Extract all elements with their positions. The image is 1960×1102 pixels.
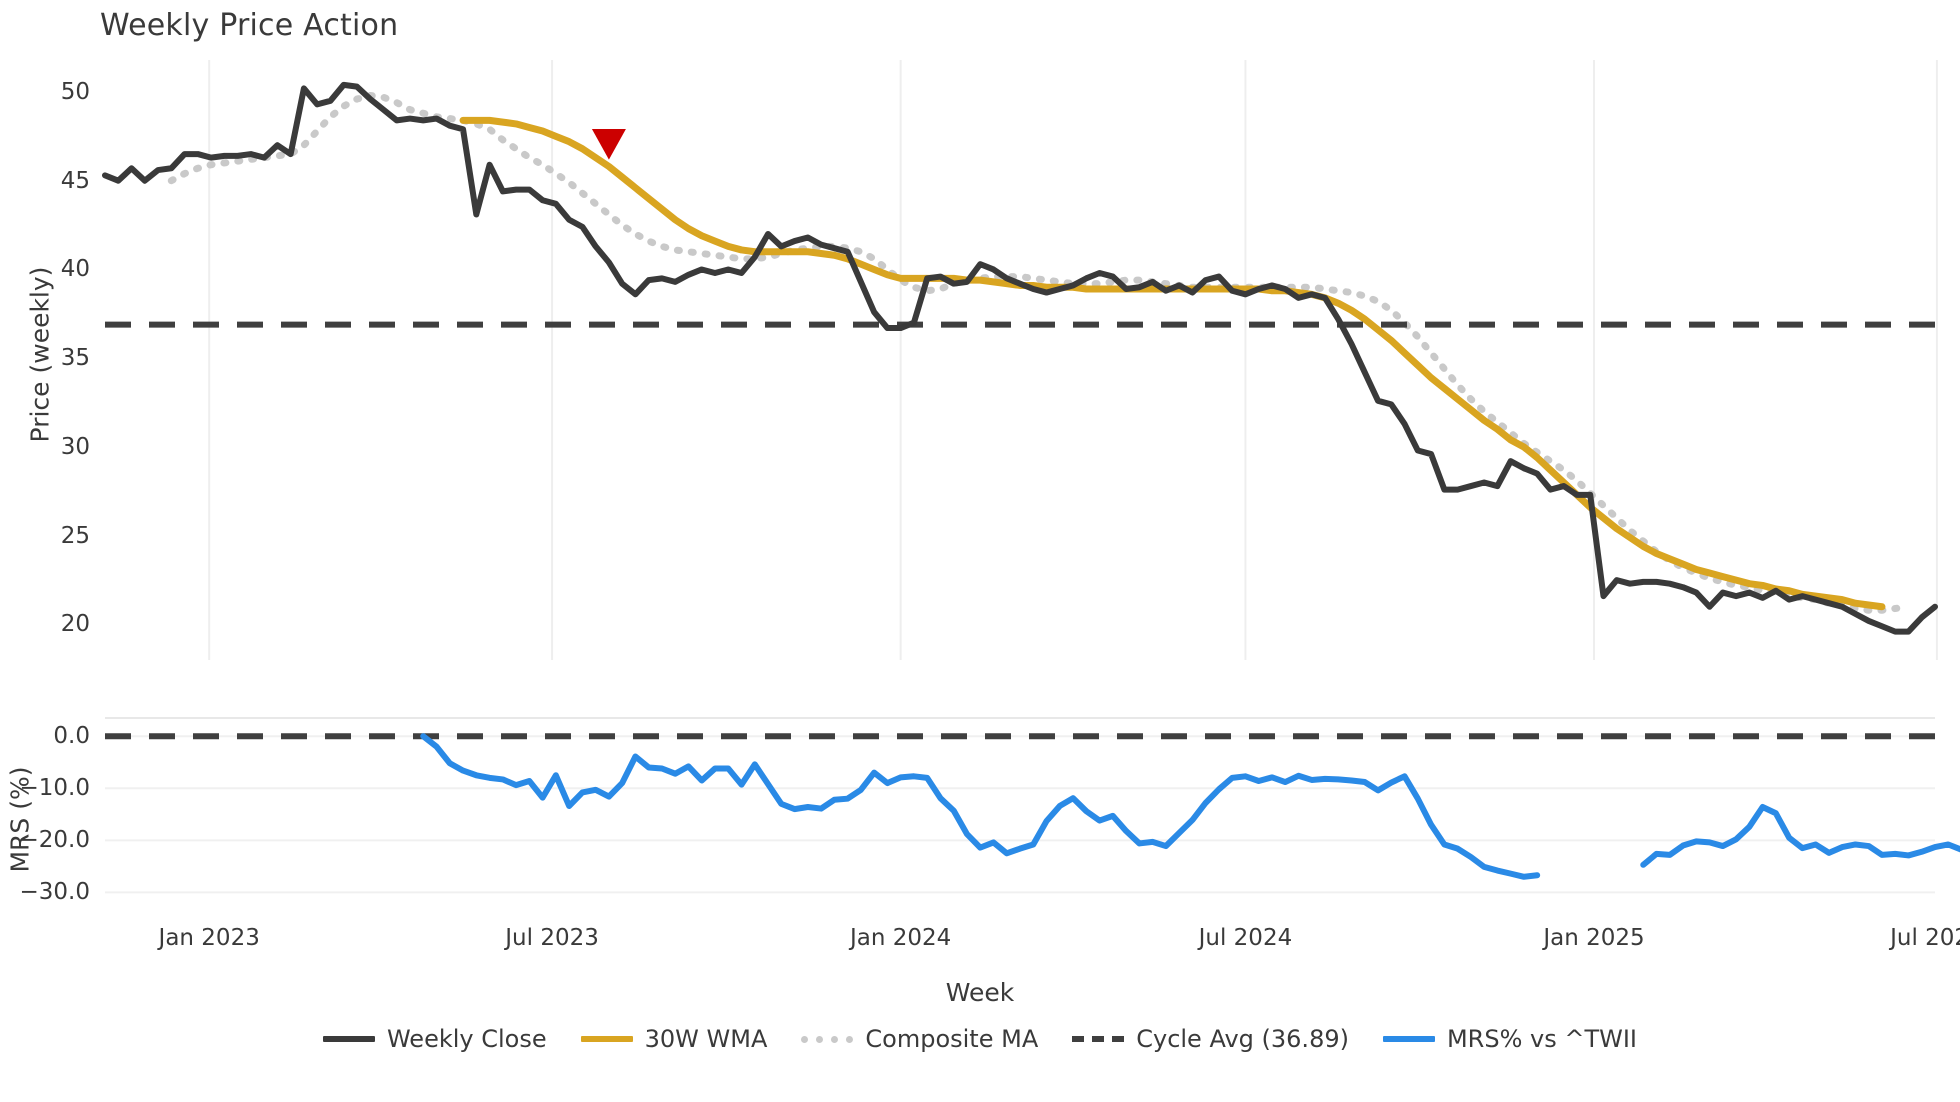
price-ytick-1: 45 — [60, 167, 90, 194]
legend-swatch-icon-0 — [322, 1036, 375, 1042]
page-title: Weekly Price Action — [100, 8, 399, 43]
legend-item-0[interactable]: Weekly Close — [322, 1025, 547, 1053]
legend-item-4[interactable]: MRS% vs ^TWII — [1382, 1025, 1638, 1053]
mrs-ytick-0: 0.0 — [53, 723, 90, 750]
legend-item-2[interactable]: Composite MA — [801, 1025, 1038, 1053]
legend-swatch-icon-4 — [1382, 1036, 1435, 1042]
mrs-ytick-1: −10.0 — [19, 775, 90, 802]
price-ytick-0: 50 — [60, 78, 90, 105]
price-panel-background — [105, 60, 1935, 660]
xtick-2: Jan 2024 — [849, 925, 952, 951]
x-axis-label: Week — [945, 978, 1015, 1007]
legend-item-1[interactable]: 30W WMA — [580, 1025, 768, 1053]
xtick-4: Jan 2025 — [1543, 925, 1645, 951]
mrs-panel-background — [105, 718, 1935, 908]
xtick-0: Jan 2023 — [158, 925, 260, 951]
mrs-ytick-3: −30.0 — [19, 879, 90, 906]
xtick-5: Jul 2025 — [1890, 925, 1960, 951]
xtick-1: Jul 2023 — [505, 925, 599, 951]
legend-label-1: 30W WMA — [644, 1025, 768, 1053]
price-ytick-3: 35 — [60, 345, 90, 372]
price-ytick-4: 30 — [60, 433, 90, 460]
chart-legend: Weekly Close 30W WMA Composite MA Cycle Avg… — [0, 1025, 1960, 1053]
legend-swatch-icon-1 — [580, 1036, 633, 1042]
legend-item-3[interactable]: Cycle Avg (36.89) — [1072, 1025, 1349, 1053]
legend-label-3: Cycle Avg (36.89) — [1136, 1025, 1349, 1053]
mrs-ytick-2: −20.0 — [19, 827, 90, 854]
series-mrs-percent — [420, 733, 1960, 880]
plot-canvas — [102, 60, 1960, 908]
price-ytick-5: 25 — [60, 522, 90, 549]
legend-swatch-icon-2 — [801, 1035, 854, 1043]
legend-label-0: Weekly Close — [386, 1025, 547, 1053]
legend-label-4: MRS% vs ^TWII — [1446, 1025, 1638, 1053]
price-ytick-6: 20 — [60, 611, 90, 638]
legend-label-2: Composite MA — [865, 1025, 1039, 1053]
price-ytick-2: 40 — [60, 256, 90, 283]
xtick-3: Jul 2024 — [1198, 925, 1293, 951]
legend-swatch-icon-3 — [1072, 1036, 1125, 1042]
series-weekly-close — [102, 81, 1938, 635]
sell-signal-marker — [591, 128, 626, 160]
